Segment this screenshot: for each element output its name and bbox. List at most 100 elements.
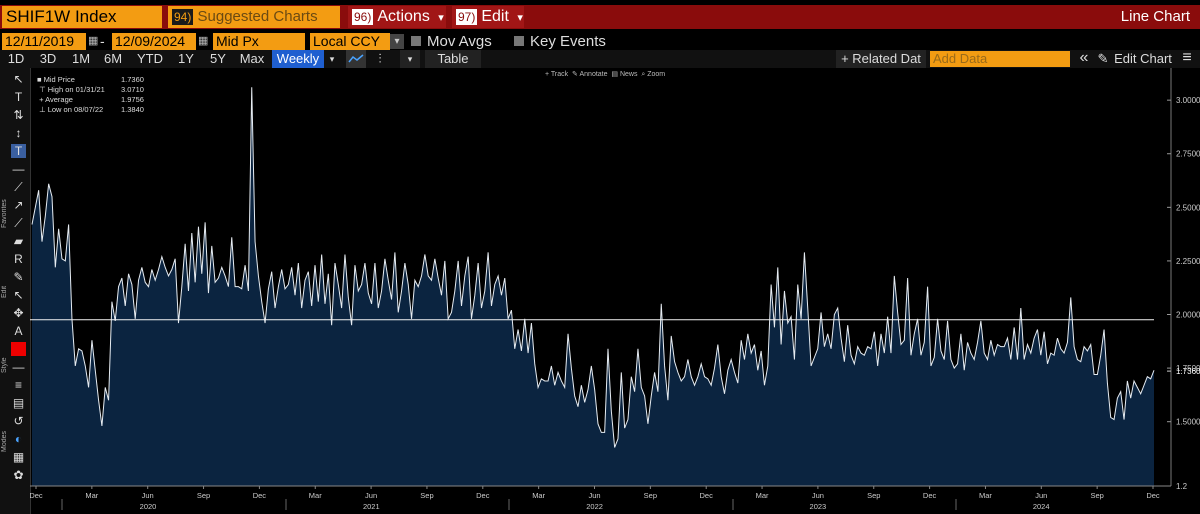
price-line	[31, 87, 1155, 448]
news-tool[interactable]: News	[619, 71, 638, 78]
related-data-button[interactable]: + Related Dat	[836, 50, 926, 68]
legend-low-value: 1.3840	[121, 105, 144, 114]
collapse-icon[interactable]: «	[1079, 49, 1089, 66]
legend-average: + Average 1.9756	[37, 95, 144, 104]
x-month-label: Jun	[1035, 491, 1047, 500]
grid-mode-icon[interactable]: ▦	[12, 450, 25, 464]
add-data-input[interactable]: Add Data	[930, 51, 1070, 67]
key-events-label: Key Events	[530, 33, 606, 50]
range-3d[interactable]: 3D	[39, 51, 57, 66]
bar-style-icon[interactable]: ⫶	[378, 51, 382, 66]
end-date-field[interactable]: 12/09/2024	[112, 33, 196, 50]
x-month-label: Dec	[253, 491, 267, 500]
horizontal-line-icon[interactable]: —	[12, 162, 25, 176]
x-month-label: Dec	[700, 491, 714, 500]
line-style-tool-icon[interactable]: ≡	[14, 378, 22, 392]
pencil-tool-icon[interactable]: ✎	[13, 270, 24, 284]
range-ytd[interactable]: YTD	[137, 51, 163, 66]
annotate-tool[interactable]: Annotate	[579, 71, 608, 78]
zoom-icon[interactable]: ⌕	[641, 71, 648, 78]
zoom-tool[interactable]: Zoom	[647, 71, 666, 78]
marker-icon[interactable]: ↕	[15, 126, 22, 140]
annotation-icon[interactable]: ⇅	[13, 108, 24, 122]
regression-icon[interactable]: R	[14, 252, 23, 266]
x-month-label: Sep	[197, 491, 210, 500]
currency-dropdown-icon[interactable]: ▾	[390, 34, 404, 49]
channel-icon[interactable]: ▰	[13, 234, 24, 248]
ticker-field[interactable]: SHIF1W Index	[2, 6, 162, 28]
range-1m[interactable]: 1M	[71, 51, 91, 66]
drawing-toolbar: Favorites Edit Style Modes ↖ T ⇅ ↕ T — ⟋…	[0, 68, 31, 514]
last-value-label: 1.7360	[1176, 367, 1200, 376]
refresh-mode-icon[interactable]: ◐	[14, 432, 23, 446]
y-tick-label: 2.2500	[1176, 257, 1200, 266]
x-month-label: Sep	[867, 491, 880, 500]
legend-high: ⊤ High on 01/31/21 3.0710	[37, 85, 144, 94]
key-events-checkbox[interactable]	[514, 36, 524, 46]
table-button[interactable]: Table	[425, 50, 481, 68]
range-1y[interactable]: 1Y	[178, 51, 194, 66]
x-month-label: Mar	[85, 491, 98, 500]
range-1d[interactable]: 1D	[7, 51, 25, 66]
y-tick-label: 1.5000	[1176, 418, 1200, 427]
cursor-icon[interactable]: ↖	[13, 72, 24, 86]
legend-average-value: 1.9756	[121, 95, 144, 104]
x-month-label: Dec	[476, 491, 490, 500]
start-calendar-icon[interactable]: ▦	[88, 35, 99, 47]
top-quote-strip	[0, 0, 1200, 5]
font-style-icon[interactable]: A	[14, 324, 23, 338]
favorites-label: Favorites	[1, 199, 8, 228]
line-weight-icon[interactable]: —	[12, 360, 25, 374]
news-icon[interactable]: ▤	[611, 71, 620, 78]
range-5y[interactable]: 5Y	[210, 51, 226, 66]
label-tool-icon[interactable]: T	[11, 144, 26, 158]
undo-icon[interactable]: ↺	[13, 414, 24, 428]
start-date-field[interactable]: 12/11/2019	[2, 33, 86, 50]
fill-icon[interactable]: ▤	[12, 396, 25, 410]
mov-avgs-label: Mov Avgs	[427, 33, 492, 50]
price-chart[interactable]: 1.2 1.5000 1.7500 2.0000 2.2500 2.5000 2.7500 3…	[30, 68, 1200, 514]
y-tick-label: 2.7500	[1176, 150, 1200, 159]
suggested-charts-button[interactable]: 94) Suggested Charts	[168, 6, 340, 28]
x-month-label: Jun	[812, 491, 824, 500]
range-max[interactable]: Max	[239, 51, 265, 66]
actions-menu[interactable]: 96) Actions ▾	[348, 6, 446, 28]
draw-line-icon[interactable]: ⟋	[14, 216, 23, 230]
move-icon[interactable]: ✥	[13, 306, 24, 320]
line-style-icon[interactable]	[346, 50, 366, 68]
edit-number: 97)	[456, 9, 478, 25]
settings-mode-icon[interactable]: ✿	[13, 468, 24, 482]
frequency-dropdown-icon[interactable]: ▾	[329, 54, 335, 64]
select-edit-icon[interactable]: ↖	[13, 288, 24, 302]
x-month-label: Mar	[532, 491, 545, 500]
annotate-icon[interactable]: ✎	[572, 71, 580, 78]
field-selector[interactable]: Mid Px	[213, 33, 305, 50]
frequency-selector[interactable]: Weekly	[272, 50, 324, 68]
ray-icon[interactable]: ↗	[13, 198, 24, 212]
color-swatch-icon[interactable]	[11, 342, 26, 356]
legend-mid[interactable]: ■ Mid Price 1.7360	[37, 75, 144, 84]
chart-type-label: Line Chart	[1120, 8, 1190, 25]
y-tick-label: 2.5000	[1176, 203, 1200, 212]
x-month-label: Mar	[309, 491, 322, 500]
track-tool[interactable]: Track	[550, 71, 569, 78]
mov-avgs-checkbox[interactable]	[411, 36, 421, 46]
edit-menu[interactable]: 97) Edit ▾	[452, 6, 524, 28]
currency-selector[interactable]: Local CCY	[310, 33, 390, 50]
trendline-icon[interactable]: ⟋	[14, 180, 23, 194]
style-dropdown-icon[interactable]: ▾	[400, 50, 420, 68]
hamburger-icon[interactable]: ≡	[1182, 49, 1192, 66]
legend-mid-value: 1.7360	[121, 75, 144, 84]
range-6m[interactable]: 6M	[103, 51, 123, 66]
end-calendar-icon[interactable]: ▦	[198, 35, 209, 47]
x-month-label: Mar	[756, 491, 769, 500]
price-area	[32, 87, 1154, 486]
edit-chart-button[interactable]: Edit Chart	[1114, 51, 1172, 66]
chart-legend: ■ Mid Price 1.7360 ⊤ High on 01/31/21 3.07…	[37, 75, 144, 115]
pencil-icon[interactable]: ✎	[1097, 51, 1109, 66]
track-icon[interactable]: +	[545, 71, 551, 78]
legend-mid-label: Mid Price	[43, 75, 75, 84]
edit-section-label: Edit	[1, 285, 8, 298]
x-month-label: Mar	[979, 491, 992, 500]
text-tool-icon[interactable]: T	[14, 90, 23, 104]
